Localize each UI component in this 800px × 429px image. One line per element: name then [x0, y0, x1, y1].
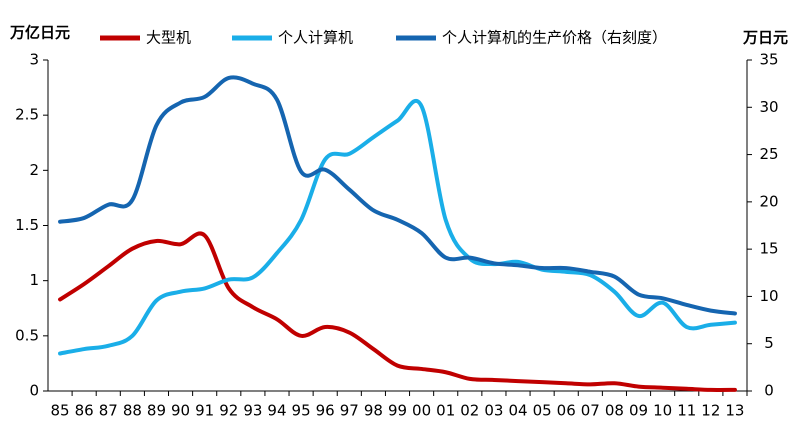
x-tick-label: 09 — [629, 402, 648, 420]
x-tick-label: 05 — [533, 402, 552, 420]
x-tick-label: 88 — [123, 402, 142, 420]
x-tick-label: 94 — [267, 402, 286, 420]
x-tick-label: 93 — [243, 402, 262, 420]
y-tick-label: 3 — [29, 51, 39, 69]
legend-label: 个人计算机 — [278, 29, 353, 47]
y2-tick-label: 20 — [759, 192, 778, 210]
x-tick-label: 96 — [316, 402, 335, 420]
x-tick-label: 04 — [508, 402, 527, 420]
x-tick-label: 07 — [581, 402, 600, 420]
y2-tick-label: 15 — [759, 240, 778, 258]
x-tick-label: 13 — [725, 402, 744, 420]
series-line — [58, 231, 737, 392]
legend-label: 个人计算机的生产价格（右刻度） — [442, 29, 667, 47]
x-tick-label: 99 — [388, 402, 407, 420]
y2-tick-label: 25 — [759, 145, 778, 163]
x-tick-label: 92 — [219, 402, 238, 420]
x-tick-label: 85 — [51, 402, 70, 420]
x-tick-label: 00 — [412, 402, 431, 420]
y-tick-label: 0 — [29, 382, 39, 400]
x-tick-label: 03 — [484, 402, 503, 420]
x-tick-label: 87 — [99, 402, 118, 420]
legend-label: 大型机 — [146, 29, 191, 47]
y2-tick-label: 35 — [759, 51, 778, 69]
x-tick-label: 06 — [557, 402, 576, 420]
y-tick-label: 0.5 — [15, 326, 39, 344]
y2-tick-label: 5 — [764, 334, 774, 352]
y2-tick-label: 30 — [759, 98, 778, 116]
x-tick-label: 01 — [436, 402, 455, 420]
x-tick-label: 98 — [364, 402, 383, 420]
x-tick-label: 10 — [653, 402, 672, 420]
x-tick-label: 91 — [195, 402, 214, 420]
y-axis-label: 万亿日元 — [9, 24, 70, 42]
x-tick-label: 89 — [147, 402, 166, 420]
series-line — [58, 75, 737, 316]
y2-tick-label: 10 — [759, 287, 778, 305]
y2-axis-label: 万日元 — [742, 29, 788, 47]
y-tick-label: 1.5 — [15, 216, 39, 234]
x-tick-label: 90 — [171, 402, 190, 420]
y-tick-label: 2.5 — [15, 106, 39, 124]
x-tick-label: 97 — [340, 402, 359, 420]
x-tick-label: 02 — [460, 402, 479, 420]
x-tick-label: 11 — [677, 402, 696, 420]
x-tick-label: 86 — [75, 402, 94, 420]
x-tick-label: 08 — [605, 402, 624, 420]
x-tick-label: 95 — [292, 402, 311, 420]
y-tick-label: 1 — [29, 271, 39, 289]
y2-tick-label: 0 — [764, 382, 774, 400]
x-tick-label: 12 — [701, 402, 720, 420]
y-tick-label: 2 — [29, 161, 39, 179]
series-line — [58, 98, 737, 356]
